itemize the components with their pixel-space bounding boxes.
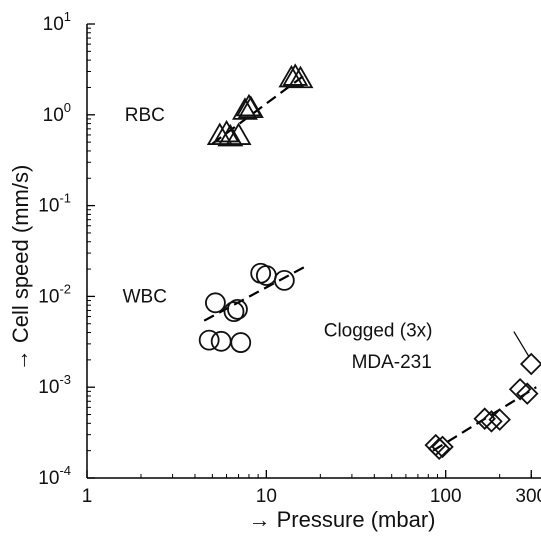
annotation-label: Clogged (3x) xyxy=(324,321,433,342)
circle-marker xyxy=(210,330,232,352)
x-tick-label: 100 xyxy=(430,486,462,507)
plot-frame xyxy=(86,24,541,479)
y-tick-label: 10-4 xyxy=(38,463,71,489)
diamond-marker xyxy=(508,377,532,401)
triangle-marker xyxy=(287,65,314,89)
data-markers xyxy=(198,63,541,461)
annotation-label: RBC xyxy=(125,105,165,126)
x-tick-label: 1 xyxy=(82,486,93,507)
circle-marker xyxy=(198,329,220,351)
annotation-label: MDA-231 xyxy=(352,352,432,373)
y-tick-label: 10-2 xyxy=(38,281,71,307)
circle-marker xyxy=(227,298,248,320)
y-axis-ticks: 10-4 10-3 10-2 10-1 100 101 xyxy=(38,9,95,489)
x-axis-ticks: 1 10 100 300 xyxy=(82,470,541,507)
circle-marker xyxy=(205,292,226,314)
diamond-marker xyxy=(431,435,454,459)
annotation-pointer-line xyxy=(513,331,530,357)
fit-lines xyxy=(203,71,537,452)
diamond-marker xyxy=(515,382,539,405)
circle-marker xyxy=(273,270,295,291)
diamond-marker xyxy=(488,408,511,431)
y-tick-label: 100 xyxy=(43,100,71,126)
diamond-marker xyxy=(480,410,503,433)
diamond-marker xyxy=(427,437,451,461)
annotations: RBC WBC Clogged (3x) MDA-231 xyxy=(123,105,530,373)
triangle-marker xyxy=(217,123,244,147)
y-tick-label: 10-1 xyxy=(38,191,71,217)
y-tick-label: 101 xyxy=(43,9,71,35)
annotation-label: WBC xyxy=(123,286,167,307)
diamond-marker xyxy=(519,352,541,376)
x-tick-label: 10 xyxy=(256,486,277,507)
triangle-marker xyxy=(213,119,240,143)
triangle-marker xyxy=(237,95,264,118)
triangle-marker xyxy=(225,122,252,145)
fit-line xyxy=(203,264,309,322)
y-tick-label: 10-3 xyxy=(38,372,71,398)
triangle-marker xyxy=(232,97,258,120)
triangle-marker xyxy=(282,63,309,86)
x-tick-label: 300 xyxy=(515,486,541,507)
fit-line xyxy=(211,71,309,145)
circle-marker xyxy=(230,332,252,353)
x-axis-label: → Pressure (mbar) xyxy=(248,507,435,532)
circle-marker xyxy=(223,301,245,323)
diamond-marker xyxy=(473,407,496,430)
y-axis-label: → Cell speed (mm/s) xyxy=(8,165,33,372)
circle-marker xyxy=(255,265,277,286)
